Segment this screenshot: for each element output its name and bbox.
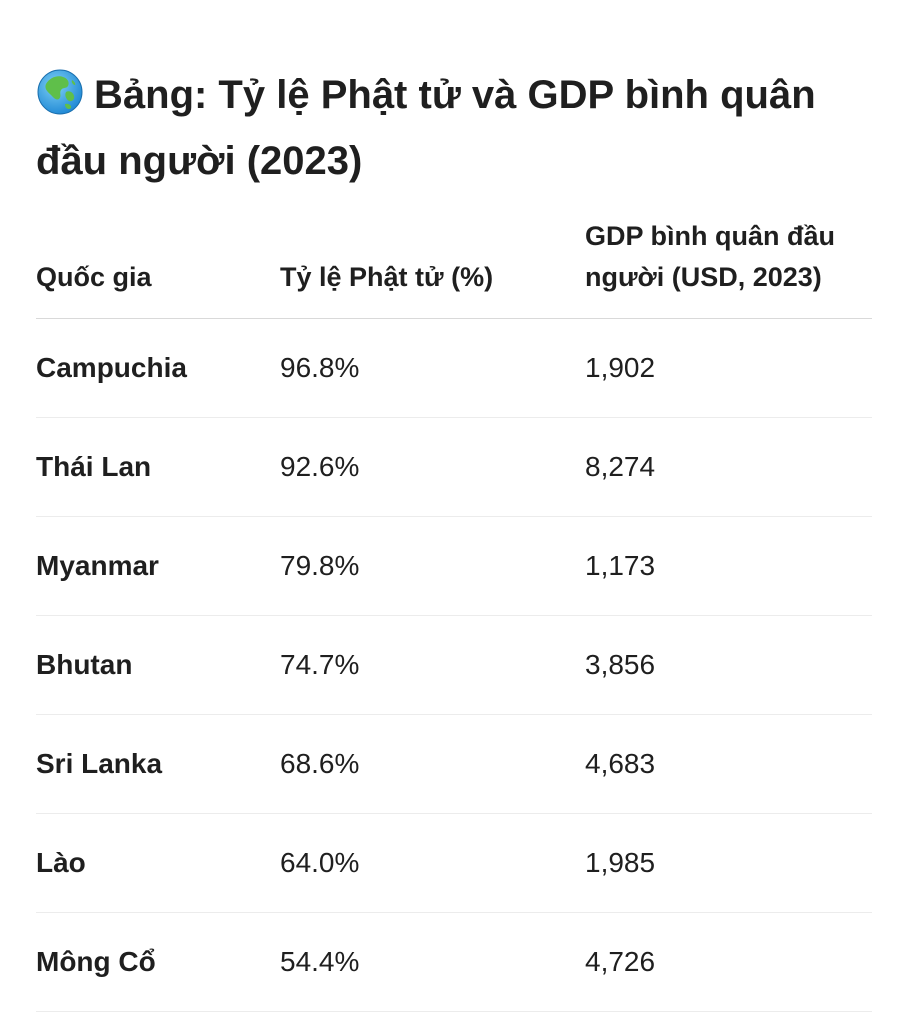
country-cell: Bhutan: [36, 649, 133, 680]
gdp-cell: 1,173: [585, 550, 656, 581]
rate-cell: 74.7%: [280, 649, 360, 680]
table-row: Campuchia 96.8% 1,902: [36, 319, 872, 418]
country-cell: Campuchia: [36, 352, 187, 383]
gdp-cell: 3,856: [585, 649, 656, 680]
country-cell: Sri Lanka: [36, 748, 163, 779]
globe-asia-icon: [36, 68, 84, 116]
gdp-cell: 4,683: [585, 748, 656, 779]
header-country: Quốc gia: [36, 262, 152, 292]
table-row: Lào 64.0% 1,985: [36, 814, 872, 913]
table-row: Thái Lan 92.6% 8,274: [36, 418, 872, 517]
page-title-text: Bảng: Tỷ lệ Phật tử và GDP bình quân đầu…: [36, 73, 816, 183]
country-cell: Myanmar: [36, 550, 159, 581]
table-row: Myanmar 79.8% 1,173: [36, 517, 872, 616]
gdp-cell: 1,985: [585, 847, 656, 878]
country-cell: Mông Cổ: [36, 946, 156, 977]
rate-cell: 64.0%: [280, 847, 360, 878]
table-row: Sri Lanka 68.6% 4,683: [36, 715, 872, 814]
rate-cell: 54.4%: [280, 946, 360, 977]
header-buddhist-rate: Tỷ lệ Phật tử (%): [280, 262, 494, 292]
table-row: Mông Cổ 54.4% 4,726: [36, 913, 872, 1012]
rate-cell: 79.8%: [280, 550, 360, 581]
gdp-cell: 4,726: [585, 946, 656, 977]
country-cell: Lào: [36, 847, 86, 878]
gdp-cell: 1,902: [585, 352, 656, 383]
header-gdp: GDP bình quân đầu người (USD, 2023): [585, 221, 836, 292]
rate-cell: 96.8%: [280, 352, 360, 383]
page-title: Bảng: Tỷ lệ Phật tử và GDP bình quân đầu…: [36, 62, 866, 194]
country-cell: Thái Lan: [36, 451, 152, 482]
table-row: Bhutan 74.7% 3,856: [36, 616, 872, 715]
table-header: Quốc gia Tỷ lệ Phật tử (%) GDP bình quân…: [36, 221, 872, 319]
rate-cell: 92.6%: [280, 451, 360, 482]
data-table: Quốc gia Tỷ lệ Phật tử (%) GDP bình quân…: [36, 221, 872, 1012]
gdp-cell: 8,274: [585, 451, 656, 482]
rate-cell: 68.6%: [280, 748, 360, 779]
